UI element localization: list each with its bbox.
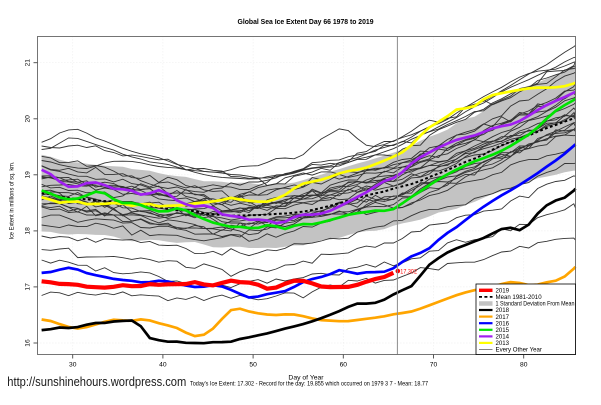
svg-text:2015: 2015 bbox=[496, 327, 510, 334]
svg-text:50: 50 bbox=[249, 362, 257, 369]
svg-text:40: 40 bbox=[159, 362, 167, 369]
svg-text:16: 16 bbox=[25, 339, 32, 347]
svg-text:80: 80 bbox=[520, 362, 528, 369]
svg-text:Global Sea Ice Extent Day 66 1: Global Sea Ice Extent Day 66 1978 to 201… bbox=[238, 17, 374, 26]
svg-text:17: 17 bbox=[25, 283, 32, 291]
svg-text:2013: 2013 bbox=[496, 340, 510, 347]
svg-text:Day of Year: Day of Year bbox=[288, 375, 324, 382]
svg-text:http://sunshinehours.wordpress: http://sunshinehours.wordpress.com bbox=[7, 375, 186, 389]
svg-text:2019: 2019 bbox=[496, 288, 510, 295]
svg-text:2017: 2017 bbox=[496, 314, 510, 321]
svg-text:60: 60 bbox=[340, 362, 348, 369]
svg-text:Ice Extent in millions of sq.: Ice Extent in millions of sq. km. bbox=[9, 161, 16, 239]
svg-text:21: 21 bbox=[25, 59, 32, 67]
svg-text:19: 19 bbox=[25, 171, 32, 179]
svg-text:18: 18 bbox=[25, 227, 32, 235]
svg-text:2018: 2018 bbox=[496, 307, 510, 314]
svg-text:70: 70 bbox=[430, 362, 438, 369]
svg-text:17.302: 17.302 bbox=[400, 268, 417, 275]
svg-text:20: 20 bbox=[25, 115, 32, 123]
svg-text:1 Standard Deviation From Mean: 1 Standard Deviation From Mean bbox=[496, 301, 575, 308]
svg-text:Every Other Year: Every Other Year bbox=[496, 347, 542, 354]
svg-text:30: 30 bbox=[69, 362, 77, 369]
svg-text:2016: 2016 bbox=[496, 320, 510, 327]
svg-text:2014: 2014 bbox=[496, 334, 510, 341]
svg-text:Mean 1981-2010: Mean 1981-2010 bbox=[496, 294, 543, 301]
svg-text:Today's Ice Extent: 17.302 -: Today's Ice Extent: 17.302 - Record for … bbox=[190, 380, 428, 387]
